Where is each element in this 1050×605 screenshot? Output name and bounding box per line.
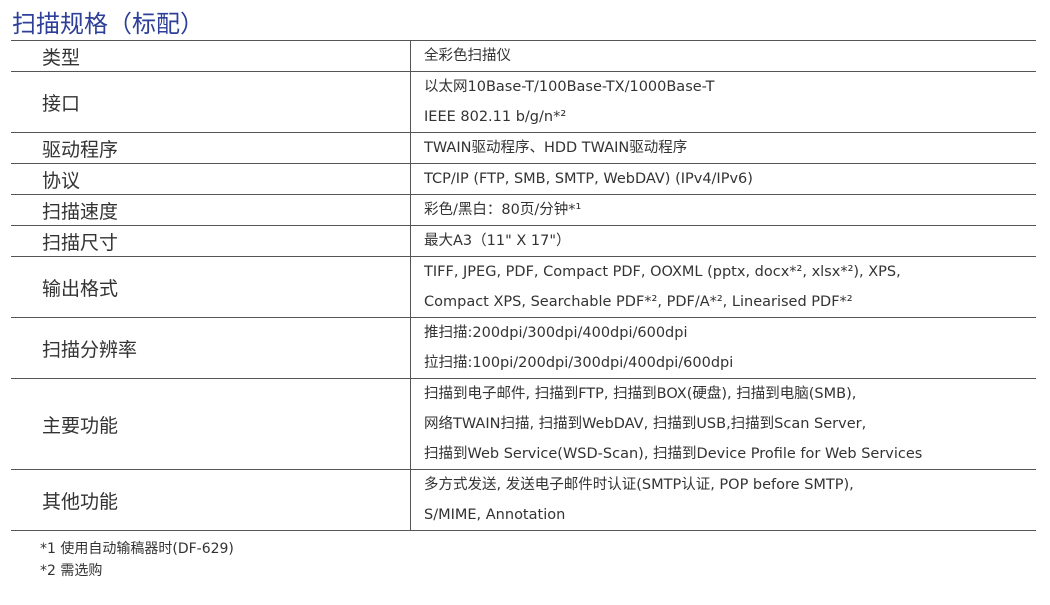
row-label: 驱动程序 bbox=[11, 132, 411, 164]
row-label: 扫描速度 bbox=[11, 194, 411, 226]
row-value: 以太网10Base-T/100Base-TX/1000Base-T IEEE 80… bbox=[410, 71, 1036, 133]
row-value: 彩色/黑白：80页/分钟*¹ bbox=[410, 194, 1036, 226]
value-line: 全彩色扫描仪 bbox=[424, 48, 511, 64]
value-line: 拉扫描:100pi/200dpi/300dpi/400dpi/600dpi bbox=[424, 355, 734, 371]
row-label: 扫描尺寸 bbox=[11, 225, 411, 257]
value-line: IEEE 802.11 b/g/n*² bbox=[424, 109, 567, 125]
table-row: 类型 全彩色扫描仪 bbox=[11, 40, 1036, 72]
row-label: 类型 bbox=[11, 40, 411, 72]
row-value: 推扫描:200dpi/300dpi/400dpi/600dpi 拉扫描:100pi… bbox=[410, 317, 1036, 379]
table-row: 驱动程序 TWAIN驱动程序、HDD TWAIN驱动程序 bbox=[11, 132, 1036, 164]
table-row: 接口 以太网10Base-T/100Base-TX/1000Base-T IEEE … bbox=[11, 71, 1036, 133]
row-label: 主要功能 bbox=[11, 378, 411, 470]
value-line: 多方式发送, 发送电子邮件时认证(SMTP认证, POP before SMTP… bbox=[424, 477, 854, 493]
row-value: 全彩色扫描仪 bbox=[410, 40, 1036, 72]
row-label: 协议 bbox=[11, 163, 411, 195]
value-line: TWAIN驱动程序、HDD TWAIN驱动程序 bbox=[424, 140, 688, 156]
table-row: 主要功能 扫描到电子邮件, 扫描到FTP, 扫描到BOX(硬盘), 扫描到电脑(S… bbox=[11, 378, 1036, 470]
row-label: 接口 bbox=[11, 71, 411, 133]
row-value: 最大A3（11" X 17"） bbox=[410, 225, 1036, 257]
table-row: 扫描尺寸 最大A3（11" X 17"） bbox=[11, 225, 1036, 257]
row-value: TIFF, JPEG, PDF, Compact PDF, OOXML (ppt… bbox=[410, 256, 1036, 318]
row-value: 多方式发送, 发送电子邮件时认证(SMTP认证, POP before SMTP… bbox=[410, 469, 1036, 531]
row-value: 扫描到电子邮件, 扫描到FTP, 扫描到BOX(硬盘), 扫描到电脑(SMB),… bbox=[410, 378, 1036, 470]
row-value: TWAIN驱动程序、HDD TWAIN驱动程序 bbox=[410, 132, 1036, 164]
row-label: 输出格式 bbox=[11, 256, 411, 318]
row-label: 扫描分辨率 bbox=[11, 317, 411, 379]
value-line: S/MIME, Annotation bbox=[424, 507, 566, 523]
table-row: 扫描速度 彩色/黑白：80页/分钟*¹ bbox=[11, 194, 1036, 226]
value-line: 网络TWAIN扫描, 扫描到WebDAV, 扫描到USB,扫描到Scan Ser… bbox=[424, 416, 867, 432]
table-row: 输出格式 TIFF, JPEG, PDF, Compact PDF, OOXML … bbox=[11, 256, 1036, 318]
row-value: TCP/IP (FTP, SMB, SMTP, WebDAV) (IPv4/IP… bbox=[410, 163, 1036, 195]
value-line: TIFF, JPEG, PDF, Compact PDF, OOXML (ppt… bbox=[424, 264, 901, 280]
table-row: 扫描分辨率 推扫描:200dpi/300dpi/400dpi/600dpi 拉扫描:… bbox=[11, 317, 1036, 379]
value-line: 推扫描:200dpi/300dpi/400dpi/600dpi bbox=[424, 325, 688, 341]
footnotes: *1 使用自动输稿器时(DF-629) *2 需选购 bbox=[40, 538, 234, 582]
table-row: 协议 TCP/IP (FTP, SMB, SMTP, WebDAV) (IPv4/… bbox=[11, 163, 1036, 195]
footnote-2: *2 需选购 bbox=[40, 563, 103, 579]
value-line: 扫描到电子邮件, 扫描到FTP, 扫描到BOX(硬盘), 扫描到电脑(SMB), bbox=[424, 386, 857, 402]
value-line: Compact XPS, Searchable PDF*², PDF/A*², … bbox=[424, 294, 853, 310]
footnote-1: *1 使用自动输稿器时(DF-629) bbox=[40, 541, 234, 557]
table-row: 其他功能 多方式发送, 发送电子邮件时认证(SMTP认证, POP before … bbox=[11, 469, 1036, 531]
page-title: 扫描规格（标配） bbox=[12, 10, 204, 38]
value-line: 扫描到Web Service(WSD-Scan), 扫描到Device Prof… bbox=[424, 446, 923, 462]
value-line: 彩色/黑白：80页/分钟*¹ bbox=[424, 202, 582, 218]
value-line: TCP/IP (FTP, SMB, SMTP, WebDAV) (IPv4/IP… bbox=[424, 171, 753, 187]
spec-table: 类型 全彩色扫描仪 接口 以太网10Base-T/100Base-TX/1000Bas… bbox=[11, 40, 1036, 531]
value-line: 最大A3（11" X 17"） bbox=[424, 233, 571, 249]
row-label: 其他功能 bbox=[11, 469, 411, 531]
value-line: 以太网10Base-T/100Base-TX/1000Base-T bbox=[424, 79, 715, 95]
